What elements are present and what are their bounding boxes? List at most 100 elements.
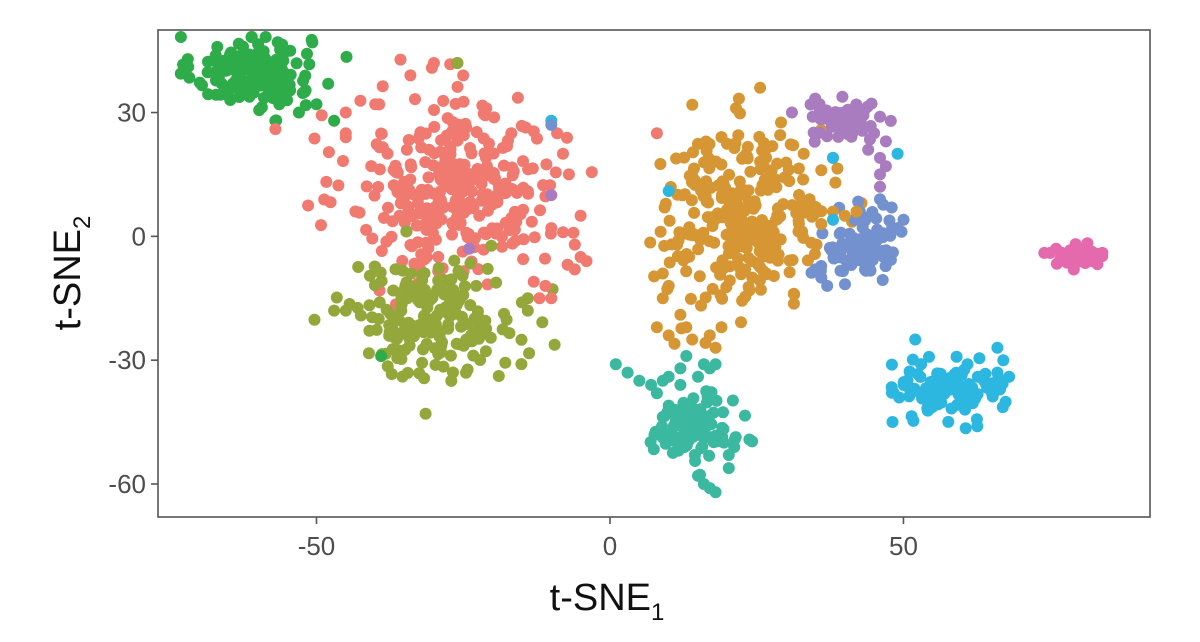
cluster-4-point xyxy=(783,175,796,188)
cluster-9-point xyxy=(1070,256,1083,269)
cluster-3-point xyxy=(363,299,376,312)
cluster-1-point xyxy=(301,47,313,60)
cluster-3-point xyxy=(417,343,429,356)
cluster-2-point xyxy=(476,99,489,112)
cluster-4-point xyxy=(754,81,767,94)
cluster-4-point xyxy=(752,258,765,271)
scatter-point xyxy=(703,329,716,342)
cluster-8-point xyxy=(829,106,842,119)
cluster-3-point xyxy=(368,279,381,292)
scatter-point xyxy=(328,304,341,317)
cluster-7-point xyxy=(816,227,829,240)
cluster-5-point xyxy=(716,421,729,434)
cluster-4-point xyxy=(753,245,766,258)
cluster-4-point xyxy=(796,225,809,238)
cluster-6-point xyxy=(970,413,983,426)
cluster-3-point xyxy=(515,358,528,371)
x-axis-title: t-SNE1 xyxy=(550,577,665,626)
cluster-4-point xyxy=(774,129,787,142)
cluster-2-point xyxy=(400,143,413,156)
cluster-4-point xyxy=(644,236,657,249)
cluster-4-point xyxy=(725,203,738,216)
cluster-2-point xyxy=(405,210,418,222)
cluster-2-point xyxy=(517,253,530,266)
scatter-point xyxy=(827,213,839,226)
cluster-3-point xyxy=(472,332,485,345)
cluster-4-point xyxy=(733,175,746,188)
cluster-3-point xyxy=(416,274,429,287)
cluster-5-point xyxy=(694,426,707,439)
y-tick-label: 0 xyxy=(132,221,146,251)
scatter-point xyxy=(991,366,1004,379)
cluster-1-point xyxy=(212,70,225,83)
scatter-point xyxy=(879,135,892,148)
cluster-1-point xyxy=(256,62,269,75)
cluster-5-point xyxy=(729,432,741,445)
cluster-8-point xyxy=(848,123,861,136)
scatter-point xyxy=(862,143,875,156)
scatter-point xyxy=(815,164,828,177)
cluster-2-point xyxy=(337,155,349,167)
cluster-3-point xyxy=(477,318,490,331)
cluster-2-point xyxy=(387,163,400,176)
cluster-7-point xyxy=(855,247,867,260)
cluster-2-point xyxy=(502,134,514,147)
cluster-2-point xyxy=(368,189,381,202)
cluster-2-point xyxy=(394,53,407,66)
cluster-4-point xyxy=(742,281,755,293)
cluster-4-point xyxy=(753,130,766,143)
cluster-6-point xyxy=(950,350,963,363)
x-tick-label: 50 xyxy=(889,531,918,561)
cluster-1-point xyxy=(237,40,249,53)
y-axis-title-subscript: 2 xyxy=(69,216,96,229)
cluster-2-point xyxy=(375,127,388,140)
scatter-point xyxy=(656,292,669,305)
scatter-point xyxy=(463,242,476,255)
scatter-point xyxy=(539,279,552,292)
cluster-4-point xyxy=(715,131,728,144)
cluster-1-point xyxy=(259,80,272,93)
cluster-4-point xyxy=(801,254,814,267)
cluster-3-point xyxy=(498,307,510,320)
cluster-3-point xyxy=(461,318,474,330)
cluster-2-point xyxy=(315,219,327,232)
cluster-7-point xyxy=(843,227,856,240)
cluster-2-point xyxy=(525,215,538,228)
cluster-4-point xyxy=(754,283,767,296)
scatter-point xyxy=(827,151,839,164)
cluster-4-point xyxy=(729,137,742,150)
scatter-point xyxy=(680,321,693,334)
cluster-5-point xyxy=(711,435,724,448)
cluster-1-point xyxy=(258,91,270,104)
cluster-8-point xyxy=(853,106,866,119)
cluster-5-point xyxy=(688,449,701,461)
cluster-2-point xyxy=(428,211,440,224)
cluster-2-point xyxy=(478,147,491,160)
scatter-point xyxy=(662,279,675,292)
scatter-point xyxy=(451,57,464,69)
cluster-4-point xyxy=(769,173,782,186)
cluster-4-point xyxy=(731,252,744,265)
cluster-3-point xyxy=(499,356,512,369)
cluster-2-point xyxy=(422,242,435,254)
cluster-2-point xyxy=(511,91,524,104)
cluster-2-point xyxy=(487,147,500,160)
cluster-3-point xyxy=(363,324,376,337)
cluster-2-point xyxy=(441,112,454,125)
cluster-4-point xyxy=(766,231,779,244)
cluster-4-point xyxy=(663,256,676,269)
cluster-2-point xyxy=(437,94,450,107)
cluster-3-point xyxy=(485,239,498,252)
scatter-point xyxy=(991,341,1004,354)
cluster-2-point xyxy=(386,215,399,228)
scatter-point xyxy=(521,292,534,305)
scatter-point xyxy=(874,193,886,206)
scatter-point xyxy=(1056,246,1068,259)
scatter-point xyxy=(997,354,1010,367)
cluster-3-point xyxy=(401,366,414,379)
cluster-4-point xyxy=(697,226,710,239)
scatter-point xyxy=(692,370,704,383)
cluster-3-point xyxy=(413,367,426,380)
cluster-3-point xyxy=(362,347,375,360)
scatter-point xyxy=(709,341,722,354)
